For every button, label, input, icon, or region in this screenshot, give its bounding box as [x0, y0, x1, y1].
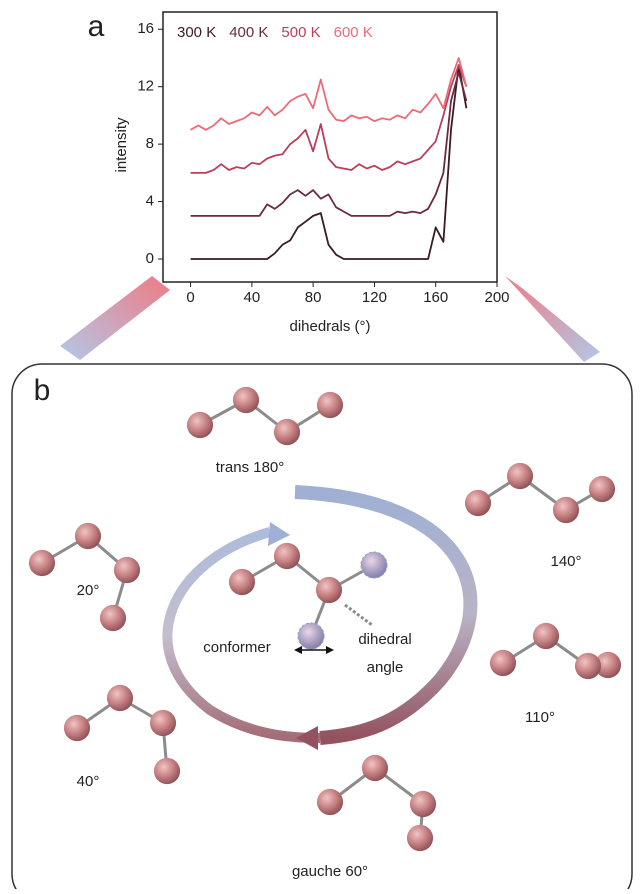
- connector: [60, 276, 170, 360]
- atom: [316, 391, 344, 419]
- y-axis-label: intensity: [113, 117, 130, 173]
- x-tick-label: 80: [305, 289, 322, 306]
- atom: [588, 475, 616, 503]
- atom: [63, 714, 91, 742]
- atom: [228, 568, 256, 596]
- x-tick-label: 120: [362, 289, 387, 306]
- molecule: [63, 684, 181, 785]
- atom: [574, 652, 602, 680]
- center-label: conformer: [203, 639, 271, 656]
- atom: [113, 556, 141, 584]
- molecule: [228, 542, 388, 650]
- atom: [464, 489, 492, 517]
- atom: [273, 542, 301, 570]
- molecule: [186, 386, 344, 446]
- y-tick-label: 16: [137, 20, 154, 37]
- plot-area: 0 40 80 120 160 200 0 4 8 12 16 300 K 400 K 500 K 600 …: [137, 20, 509, 306]
- atom: [316, 788, 344, 816]
- double-arrow: [294, 646, 334, 654]
- connector: [505, 276, 600, 362]
- plot-frame: [162, 11, 498, 283]
- atom: [406, 824, 434, 852]
- atom: [149, 709, 177, 737]
- y-tick-label: 4: [146, 193, 154, 210]
- conformer-label: gauche 60°: [292, 863, 368, 880]
- x-axis-label: dihedrals (°): [289, 318, 370, 335]
- series-line: [190, 71, 468, 217]
- legend-entry: 600 K: [334, 24, 373, 41]
- conformer-label: 20°: [77, 582, 100, 599]
- atom: [232, 386, 260, 414]
- atom: [552, 496, 580, 524]
- conformer-label: 40°: [77, 773, 100, 790]
- ring-arrow: [294, 485, 478, 745]
- series-line: [190, 57, 468, 131]
- legend-entry: 300 K: [177, 24, 216, 41]
- atom: [506, 462, 534, 490]
- legend-entry: 400 K: [229, 24, 268, 41]
- arrow-head: [296, 726, 318, 750]
- arrow-head: [268, 522, 290, 546]
- conformer-label: 110°: [525, 709, 555, 726]
- conformer-label: trans 180°: [216, 459, 285, 476]
- molecule: [489, 622, 622, 680]
- atom: [360, 551, 388, 579]
- atom: [315, 576, 343, 604]
- atom: [489, 649, 517, 677]
- x-tick-label: 200: [484, 289, 509, 306]
- x-tick-label: 160: [423, 289, 448, 306]
- atom: [74, 522, 102, 550]
- series-line: [190, 64, 468, 174]
- molecule: [316, 754, 437, 852]
- panel-label: a: [88, 10, 105, 43]
- molecule: [28, 522, 141, 632]
- atom: [361, 754, 389, 782]
- legend-entry: 500 K: [281, 24, 320, 41]
- atom: [532, 622, 560, 650]
- atom: [297, 622, 325, 650]
- conformer-label: 140°: [550, 553, 581, 570]
- atom: [409, 790, 437, 818]
- atom: [106, 684, 134, 712]
- y-tick-label: 0: [146, 250, 154, 267]
- x-tick-label: 40: [244, 289, 261, 306]
- center-label: angle: [367, 659, 404, 676]
- panel-label: b: [34, 374, 51, 407]
- atom: [273, 418, 301, 446]
- atom: [186, 411, 214, 439]
- atom: [153, 757, 181, 785]
- molecule: [464, 462, 616, 524]
- x-tick-label: 0: [186, 289, 194, 306]
- atom: [28, 549, 56, 577]
- panel-box: [11, 363, 633, 894]
- center-label: dihedral: [358, 631, 411, 648]
- atom: [99, 604, 127, 632]
- y-tick-label: 12: [137, 78, 154, 95]
- ring-arrow: [162, 527, 321, 743]
- series-line: [190, 64, 468, 260]
- y-tick-label: 8: [146, 135, 154, 152]
